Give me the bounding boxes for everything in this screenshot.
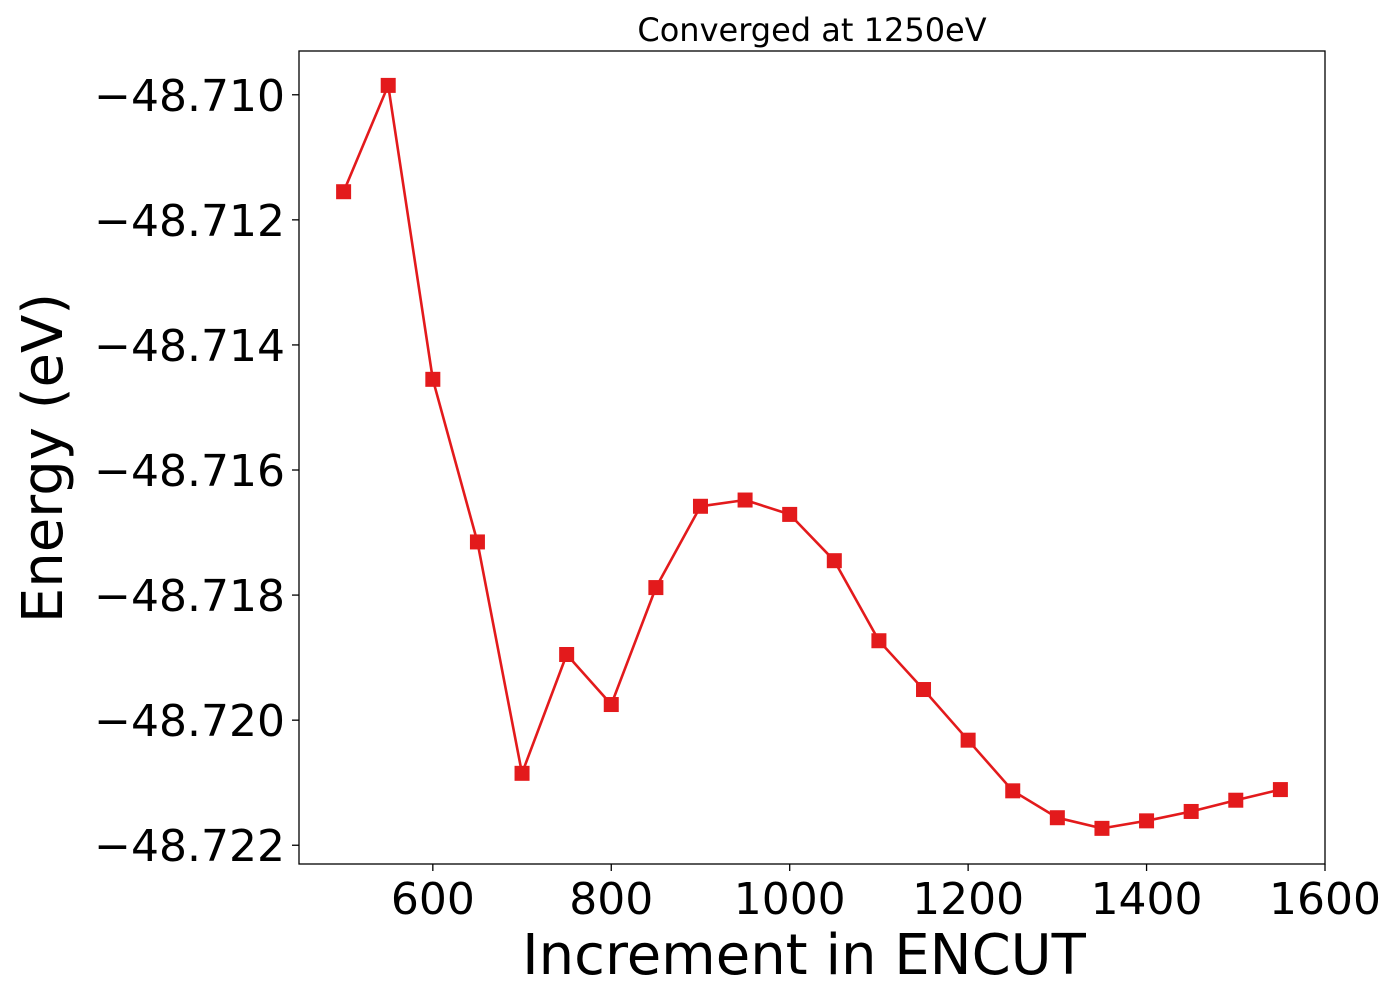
data-point: [1183, 803, 1199, 819]
chart-title: Converged at 1250eV: [637, 11, 986, 49]
y-tick-label: −48.714: [94, 321, 285, 372]
data-point: [1005, 783, 1021, 799]
data-point: [336, 184, 352, 200]
x-tick-label: 1600: [1269, 874, 1381, 925]
plot-frame: [298, 50, 1326, 865]
data-point: [1228, 792, 1244, 808]
data-point: [960, 732, 976, 748]
y-tick-label: −48.722: [94, 821, 285, 872]
y-tick-label: −48.710: [94, 71, 285, 122]
data-point: [1139, 813, 1155, 829]
data-point: [1049, 810, 1065, 826]
data-point: [514, 765, 530, 781]
data-point: [1094, 820, 1110, 836]
y-tick-label: −48.712: [94, 196, 285, 247]
data-point: [603, 697, 619, 713]
data-point: [425, 371, 441, 387]
data-point: [916, 682, 932, 698]
x-tick-label: 600: [391, 874, 475, 925]
plot-area: 600 800 1000 1200 1400 1600 −48.710 −48.712 −48.…: [94, 50, 1381, 925]
x-axis-label: Increment in ENCUT: [522, 923, 1087, 988]
data-point: [469, 534, 485, 550]
data-point: [871, 633, 887, 649]
data-point: [380, 77, 396, 93]
data-point: [782, 506, 798, 522]
data-point: [692, 498, 708, 514]
x-tick-label: 1000: [734, 874, 846, 925]
series-line: [342, 84, 1281, 830]
y-tick-label: −48.716: [94, 446, 285, 497]
x-tick-label: 1200: [912, 874, 1024, 925]
y-axis-label: Energy (eV): [11, 293, 76, 623]
data-point: [737, 492, 753, 508]
data-point: [559, 646, 575, 662]
x-tick-label: 800: [569, 874, 653, 925]
data-point: [1272, 782, 1288, 798]
y-tick-label: −48.720: [94, 696, 285, 747]
y-tick-label: −48.718: [94, 571, 285, 622]
x-tick-label: 1400: [1091, 874, 1203, 925]
data-point: [826, 553, 842, 569]
data-point: [648, 580, 664, 596]
